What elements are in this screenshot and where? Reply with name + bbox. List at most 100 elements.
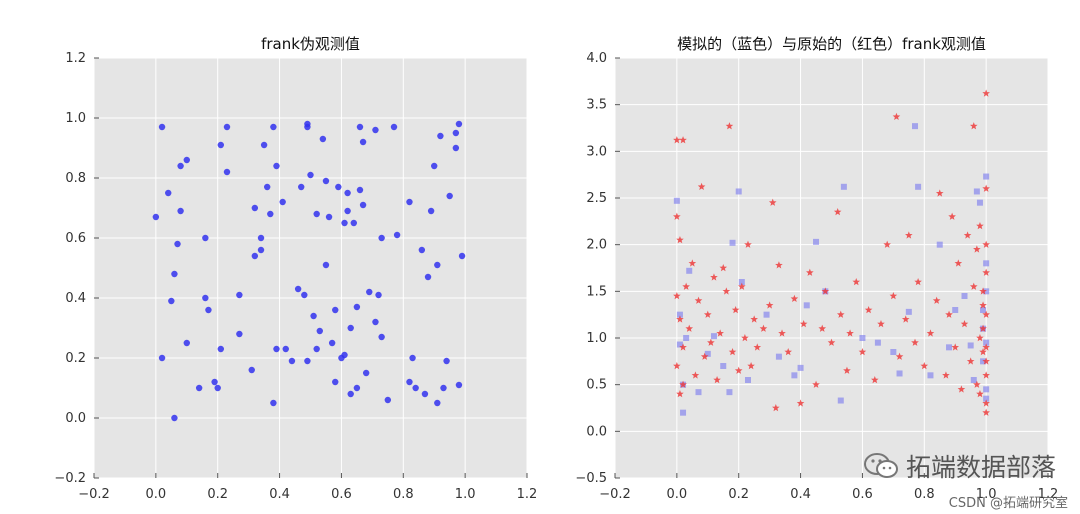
data-point-simulated [890, 349, 897, 355]
data-point-original [914, 278, 922, 286]
data-point [446, 192, 453, 200]
data-point-original [744, 240, 752, 248]
data-point-original [982, 399, 990, 407]
data-point [223, 123, 231, 131]
x-tick-label: 0.2 [728, 487, 749, 502]
data-point [372, 318, 379, 326]
data-point [223, 168, 231, 176]
data-point-original [747, 362, 755, 370]
data-point-simulated [976, 199, 983, 206]
data-point-simulated [912, 123, 919, 130]
data-point-simulated [936, 241, 943, 248]
data-point [298, 183, 305, 191]
data-point [366, 288, 373, 296]
data-point [332, 306, 339, 314]
data-point-original [982, 310, 990, 318]
data-point-simulated [704, 350, 711, 357]
data-point-original [858, 348, 867, 356]
data-point [341, 351, 348, 359]
data-point [341, 219, 348, 227]
data-point-original [768, 198, 777, 206]
data-point-original [852, 278, 861, 286]
y-tick-label: 2.0 [586, 238, 607, 253]
x-tick-label: 1.2 [517, 487, 538, 502]
data-point-original [710, 273, 718, 281]
data-point-simulated [763, 311, 770, 318]
data-point [319, 135, 327, 143]
chart-title: frank伪观测值 [261, 35, 360, 53]
data-point-original [679, 380, 687, 388]
data-point [356, 186, 364, 194]
plot-area [94, 58, 527, 478]
data-point [313, 345, 320, 353]
data-point [171, 270, 178, 278]
data-point-original [673, 362, 681, 370]
data-point [158, 354, 166, 362]
data-point [443, 357, 450, 365]
data-point-original [697, 182, 706, 191]
data-point-original [799, 320, 808, 328]
data-point [406, 378, 413, 386]
data-point-original [679, 136, 687, 144]
data-point-simulated [840, 183, 847, 190]
data-point-original [982, 371, 990, 379]
data-point-simulated [729, 239, 736, 246]
data-point-original [673, 292, 681, 300]
data-point [168, 297, 175, 305]
data-point-original [790, 294, 799, 303]
data-point-original [703, 310, 712, 318]
data-point [353, 303, 361, 311]
y-tick-label: 0.6 [65, 231, 86, 246]
data-point-original [976, 222, 984, 230]
data-point-simulated [813, 238, 820, 245]
y-tick-label: 3.5 [586, 98, 607, 113]
data-point-original [679, 343, 687, 351]
y-tick-label: 0.4 [65, 291, 86, 306]
data-point-original [966, 357, 975, 365]
data-point [353, 384, 361, 392]
data-point-original [673, 136, 681, 144]
data-point-original [765, 301, 774, 309]
data-point-original [911, 338, 919, 346]
data-point-simulated [967, 342, 974, 349]
data-point-simulated [952, 307, 959, 313]
data-point [437, 132, 444, 140]
data-point-original [954, 259, 963, 267]
data-point-simulated [983, 386, 990, 393]
data-point-original [750, 315, 758, 323]
y-tick-label: 0.8 [65, 171, 86, 186]
data-point-simulated [676, 311, 683, 318]
data-point [434, 261, 441, 269]
chart-simulated-vs-original: −0.2 0.0 0.2 0.4 0.6 0.8 1.0 1.2 −0.5 0.0 0.5 1.0 1.… [575, 35, 1058, 502]
data-point-simulated [874, 339, 881, 346]
data-point-simulated [983, 173, 990, 180]
data-point-simulated [983, 339, 990, 346]
data-point [375, 291, 382, 299]
data-point-original [806, 268, 814, 276]
data-point-simulated [744, 377, 751, 383]
data-point-original [673, 212, 681, 220]
data-point-original [979, 324, 987, 332]
data-point [177, 162, 184, 170]
data-point [421, 390, 429, 398]
data-point [455, 120, 463, 128]
data-point-original [821, 287, 830, 295]
data-point-simulated [973, 188, 980, 195]
data-point [344, 207, 351, 215]
data-point [158, 123, 166, 131]
data-point [270, 399, 277, 407]
data-point-original [889, 292, 898, 300]
data-point [384, 396, 392, 404]
data-point [273, 345, 280, 353]
data-point-simulated [980, 307, 987, 313]
data-point-original [725, 122, 734, 130]
data-point [356, 123, 364, 131]
data-point-original [827, 338, 836, 346]
x-tick-label: 0.0 [667, 487, 688, 502]
data-point [347, 390, 354, 398]
x-tick-label: −0.2 [599, 487, 631, 502]
chart-title: 模拟的（蓝色）与原始的（红色）frank观测值 [677, 35, 986, 53]
data-point-original [951, 343, 960, 351]
data-point-original [676, 315, 684, 323]
data-point-original [846, 329, 854, 337]
